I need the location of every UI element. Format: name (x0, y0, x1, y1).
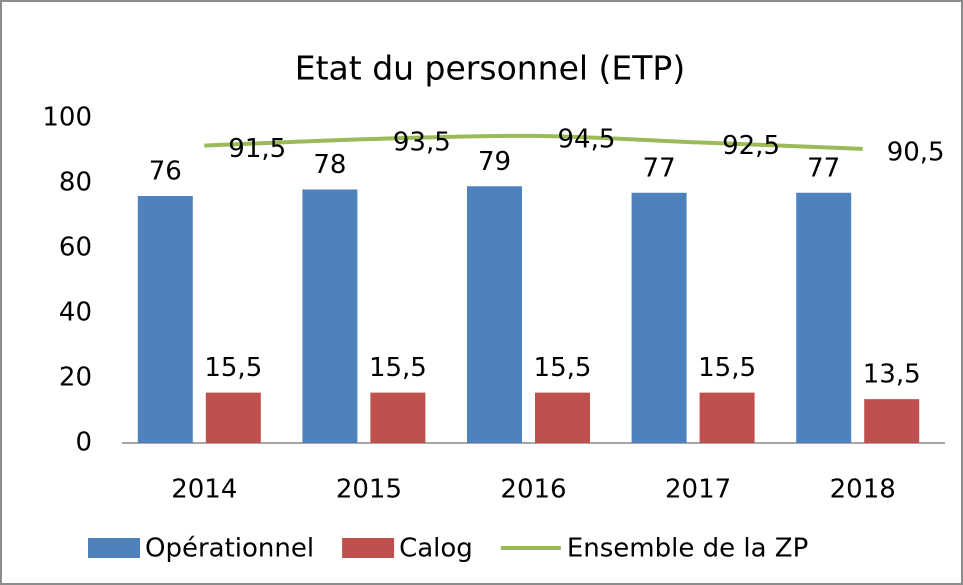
y-tick-label: 80 (59, 168, 92, 198)
bar (137, 196, 193, 443)
data-label: 15,5 (698, 353, 756, 383)
data-label: 93,5 (393, 128, 451, 158)
line-series (204, 133, 863, 151)
y-tick-label: 100 (42, 103, 92, 133)
bar (370, 392, 426, 443)
x-tick-label: 2015 (336, 475, 402, 505)
data-label: 79 (478, 147, 511, 177)
data-label: 91,5 (228, 134, 286, 164)
data-label: 77 (807, 153, 840, 183)
data-label: 15,5 (204, 353, 262, 383)
data-label: 92,5 (722, 131, 780, 161)
bar (864, 399, 920, 443)
bar (205, 392, 261, 443)
x-tick-label: 2017 (665, 475, 731, 505)
bar (796, 192, 852, 443)
bar (302, 189, 358, 443)
data-label: 15,5 (534, 353, 592, 383)
data-label: 15,5 (369, 353, 427, 383)
data-label: 77 (643, 153, 676, 183)
chart-title: Etat du personnel (ETP) (295, 49, 685, 88)
bar (631, 192, 687, 443)
data-label: 90,5 (887, 137, 945, 167)
y-tick-label: 20 (59, 363, 92, 393)
y-tick-label: 60 (59, 233, 92, 263)
x-tick-label: 2014 (171, 475, 237, 505)
x-tick-label: 2018 (830, 475, 896, 505)
y-tick-label: 0 (75, 428, 92, 458)
legend-swatch (88, 538, 140, 558)
legend-label: Opérationnel (145, 534, 314, 564)
bar (467, 186, 522, 443)
bar (699, 392, 755, 443)
bar (535, 392, 590, 443)
data-label: 94,5 (558, 124, 616, 154)
legend-swatch (342, 538, 395, 558)
y-tick-label: 40 (59, 298, 92, 328)
data-label: 76 (149, 157, 182, 187)
x-tick-label: 2016 (500, 475, 566, 505)
legend-label: Ensemble de la ZP (567, 534, 808, 564)
data-label: 13,5 (863, 360, 921, 390)
legend-label: Calog (399, 534, 473, 564)
data-label: 78 (313, 150, 346, 180)
